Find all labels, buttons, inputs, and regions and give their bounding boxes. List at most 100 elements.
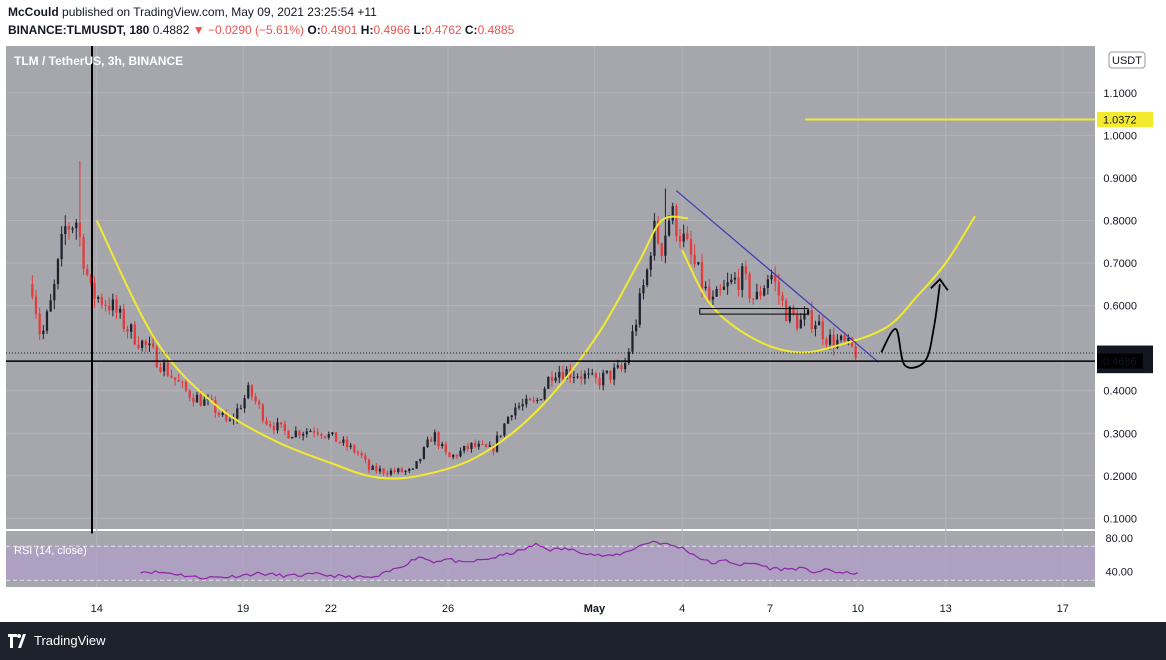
candle-body bbox=[711, 296, 715, 300]
candle-body bbox=[225, 412, 228, 421]
candle-body bbox=[576, 376, 579, 378]
candle-body bbox=[565, 369, 568, 380]
candle-body bbox=[323, 436, 327, 438]
candle-body bbox=[481, 443, 484, 445]
candle-body bbox=[715, 289, 718, 297]
candle-body bbox=[847, 337, 850, 341]
candle-body bbox=[466, 445, 469, 449]
candle-body bbox=[312, 431, 316, 433]
candle-body bbox=[144, 340, 147, 346]
candle-body bbox=[686, 233, 689, 240]
candle-body bbox=[730, 279, 733, 283]
candle-body bbox=[31, 284, 34, 297]
time-axis[interactable]: 14 19 22 26 May 4 7 10 13 17 bbox=[91, 603, 1069, 615]
price-axis[interactable]: 1.1000 1.0000 0.9000 0.8000 0.7000 0.6000 0.40… bbox=[1103, 88, 1137, 526]
price-tick-label: 0.3000 bbox=[1103, 428, 1137, 440]
candle-body bbox=[803, 314, 806, 320]
time-tick-label: 19 bbox=[237, 603, 249, 615]
candle-body bbox=[572, 376, 576, 378]
chart-title[interactable]: TLM / TetherUS, 3h, BINANCE bbox=[14, 54, 183, 68]
price-tick-label: 0.4000 bbox=[1103, 386, 1137, 398]
candle-body bbox=[367, 459, 371, 470]
candle-body bbox=[115, 299, 118, 313]
candle-body bbox=[580, 376, 583, 379]
candle-body bbox=[276, 422, 279, 431]
descending-trendline[interactable] bbox=[675, 190, 879, 363]
candle-body bbox=[477, 443, 480, 447]
candle-body bbox=[53, 284, 56, 301]
high-label: H: bbox=[360, 23, 374, 37]
author-name[interactable]: McCould bbox=[8, 5, 59, 19]
candle-body bbox=[744, 266, 748, 274]
candle-body bbox=[349, 445, 352, 447]
candle-body bbox=[375, 465, 378, 472]
price-tick-label: 0.2000 bbox=[1103, 471, 1137, 483]
candle-body bbox=[704, 286, 707, 289]
candle-body bbox=[221, 412, 224, 416]
candle-body bbox=[444, 443, 447, 453]
candle-body bbox=[689, 239, 693, 255]
rsi-axis[interactable]: 80.00 40.00 bbox=[1105, 533, 1133, 579]
candle-body bbox=[796, 313, 799, 329]
candle-body bbox=[781, 295, 784, 301]
candle-body bbox=[236, 408, 239, 419]
candle-body bbox=[763, 288, 766, 296]
candle-body bbox=[642, 285, 645, 294]
candle-body bbox=[327, 434, 330, 438]
candle-body bbox=[660, 243, 663, 256]
candle-body bbox=[616, 365, 619, 368]
rsi-title[interactable]: RSI (14, close) bbox=[14, 545, 87, 557]
candle-body bbox=[272, 426, 275, 431]
candle-body bbox=[243, 398, 246, 409]
candle-body bbox=[521, 404, 524, 407]
candle-body bbox=[170, 375, 173, 378]
symbol-interval: BINANCE:TLMUSDT, 180 bbox=[8, 23, 150, 37]
time-tick-label: 14 bbox=[91, 603, 103, 615]
candle-body bbox=[133, 324, 136, 345]
time-tick-label: 26 bbox=[442, 603, 454, 615]
candle-body bbox=[287, 430, 290, 439]
candle-body bbox=[71, 228, 74, 230]
candle-body bbox=[382, 468, 385, 474]
price-label-box bbox=[1097, 353, 1143, 369]
projection-arrow[interactable] bbox=[880, 284, 941, 369]
time-tick-label: May bbox=[584, 603, 606, 615]
price-tick-label: 1.1000 bbox=[1103, 88, 1137, 100]
currency-button[interactable]: USDT bbox=[1108, 51, 1146, 69]
price-tick-label: 0.8000 bbox=[1103, 215, 1137, 227]
candle-body bbox=[56, 259, 60, 285]
candle-body bbox=[733, 277, 737, 280]
price-tick-label: 0.6000 bbox=[1103, 301, 1137, 313]
candle-body bbox=[554, 377, 557, 381]
range-box[interactable] bbox=[699, 308, 809, 315]
candle-body bbox=[309, 431, 312, 433]
candle-body bbox=[452, 454, 455, 458]
candle-body bbox=[430, 439, 433, 442]
candle-body bbox=[774, 275, 777, 282]
candle-body bbox=[199, 394, 202, 406]
candle-body bbox=[64, 226, 67, 235]
candle-body bbox=[594, 373, 598, 379]
tradingview-logo-icon[interactable] bbox=[8, 632, 28, 650]
candle-body bbox=[404, 470, 407, 473]
candle-body bbox=[503, 423, 506, 436]
candle-body bbox=[697, 262, 700, 265]
chart-area[interactable]: TLM / TetherUS, 3h, BINANCE RSI (14, clo… bbox=[0, 42, 1166, 622]
candle-body bbox=[525, 398, 528, 405]
cup-curve-left[interactable] bbox=[95, 215, 689, 480]
candle-body bbox=[269, 424, 272, 427]
candle-body bbox=[100, 297, 104, 305]
candle-body bbox=[634, 324, 638, 332]
cup-curve-right[interactable] bbox=[681, 215, 976, 354]
tradingview-brand[interactable]: TradingView bbox=[34, 633, 106, 648]
time-tick-label: 17 bbox=[1057, 603, 1069, 615]
candle-body bbox=[386, 473, 389, 475]
candle-body bbox=[320, 433, 323, 437]
candle-body bbox=[613, 367, 616, 380]
candle-body bbox=[799, 319, 802, 329]
down-triangle-icon: ▼ bbox=[192, 23, 205, 37]
candle-body bbox=[162, 362, 166, 372]
candle-body bbox=[34, 296, 38, 314]
candle-body bbox=[624, 363, 627, 370]
candle-body bbox=[488, 445, 491, 447]
